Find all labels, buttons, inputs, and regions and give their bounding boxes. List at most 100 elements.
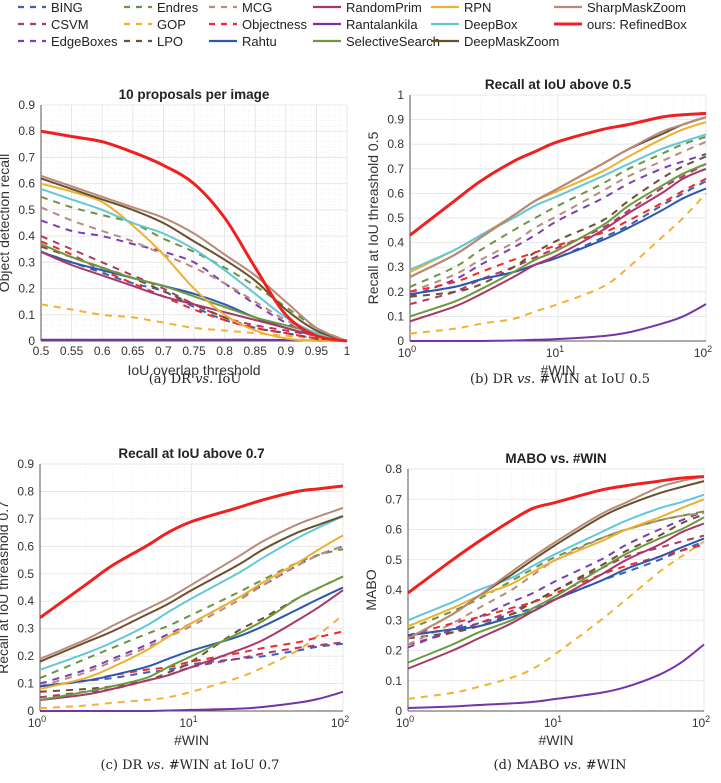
- chart-title: 10 proposals per image: [119, 87, 270, 102]
- y-tick-label: 0.5: [387, 211, 404, 225]
- y-tick-label: 0.7: [387, 162, 404, 176]
- series-line-bing: [409, 180, 707, 296]
- chart-title: MABO vs. #WIN: [505, 451, 606, 466]
- y-tick-label: 0: [395, 704, 402, 718]
- legend-item: SelectiveSearch: [312, 33, 440, 49]
- y-tick-label: 0.5: [18, 203, 35, 217]
- legend-label: RPN: [464, 0, 492, 15]
- series-line-rahtu: [39, 586, 344, 688]
- y-tick-label: 0.8: [385, 462, 402, 476]
- caption-a-rest: IoU: [213, 372, 242, 387]
- series-line-ours-refinedbox: [40, 129, 348, 343]
- x-tick-label: 102: [692, 714, 710, 730]
- legend-label: RandomPrim: [346, 0, 422, 15]
- series-line-deepbox: [407, 493, 705, 622]
- series-line-deepmaskzoom: [39, 515, 344, 663]
- y-tick-label: 0.9: [387, 113, 404, 127]
- y-tick-label: 0.1: [385, 674, 402, 688]
- series-line-selectivesearch: [39, 575, 344, 701]
- y-tick-label: 0.2: [18, 282, 35, 296]
- legend-item: Objectness: [208, 16, 307, 32]
- y-tick-label: 0.7: [17, 512, 34, 526]
- legend-swatch: [18, 5, 46, 9]
- y-tick-label: 0: [397, 334, 404, 348]
- x-tick-exponent: 0: [409, 714, 414, 724]
- legend-swatch: [124, 39, 152, 43]
- legend-swatch: [209, 5, 237, 9]
- x-tick-exponent: 2: [707, 344, 712, 354]
- y-axis-label: Recall at IoU threashold 0.5: [365, 131, 381, 304]
- x-axis-label: #WIN: [174, 732, 209, 748]
- series-line-sharpmaskzoom: [40, 174, 348, 342]
- legend-item: RPN: [430, 0, 491, 15]
- legend-swatch: [124, 5, 152, 9]
- x-tick-label: 0.5: [33, 344, 50, 358]
- legend-swatch: [554, 22, 582, 26]
- y-tick-label: 0.3: [18, 255, 35, 269]
- legend-item: DeepMaskZoom: [430, 33, 559, 49]
- y-tick-label: 0.7: [18, 150, 35, 164]
- legend-label: ours: RefinedBox: [587, 16, 687, 32]
- y-tick-label: 0.9: [17, 457, 34, 471]
- legend-swatch: [313, 5, 341, 9]
- series-line-endres: [39, 548, 344, 680]
- y-tick-label: 0.8: [18, 124, 35, 138]
- series-line-deepmaskzoom: [40, 177, 348, 342]
- legend-item: BING: [17, 0, 83, 15]
- legend-item: GOP: [123, 16, 186, 32]
- series-line-endres: [409, 135, 707, 288]
- legend-item: SharpMaskZoom: [553, 0, 686, 15]
- legend-label: Rantalankila: [346, 16, 418, 32]
- legend-item: CSVM: [17, 16, 89, 32]
- chart-title: Recall at IoU above 0.5: [485, 77, 632, 92]
- series-line-objectness: [409, 177, 707, 293]
- y-tick-label: 0: [28, 334, 35, 348]
- series-line-endres: [40, 195, 348, 342]
- x-tick-label: 102: [331, 714, 349, 730]
- series-line-rpn: [40, 182, 348, 343]
- legend-swatch: [313, 39, 341, 43]
- y-tick-label: 0.2: [385, 644, 402, 658]
- series-line-endres: [407, 510, 705, 631]
- x-tick-label: 0.75: [182, 344, 206, 358]
- legend-label: Rahtu: [242, 33, 277, 49]
- y-tick-label: 0.4: [17, 594, 34, 608]
- series-line-bing: [40, 250, 348, 342]
- series-line-csvm: [40, 235, 348, 342]
- caption-a-vs: vs.: [195, 372, 214, 387]
- y-axis-label: Object detection recall: [0, 154, 12, 293]
- legend-label: GOP: [157, 16, 186, 32]
- x-tick-label: 101: [179, 714, 197, 730]
- series-line-mcg: [40, 206, 348, 342]
- y-tick-label: 0.3: [17, 622, 34, 636]
- caption-d-label: (d) MABO: [493, 758, 564, 773]
- y-tick-label: 0.5: [385, 553, 402, 567]
- caption-b: (b) DR vs. #WIN at IoU 0.5: [405, 372, 715, 387]
- x-tick-label: 100: [396, 714, 414, 730]
- x-tick-exponent: 0: [411, 344, 416, 354]
- legend-item: MCG: [208, 0, 272, 15]
- x-tick-label: 100: [398, 344, 416, 360]
- legend-label: DeepBox: [464, 16, 518, 32]
- caption-c-vs: vs.: [146, 758, 165, 773]
- x-tick-label: 0.6: [94, 344, 111, 358]
- y-tick-label: 0.4: [18, 229, 35, 243]
- x-tick-exponent: 1: [559, 344, 564, 354]
- x-tick-label: 102: [694, 344, 712, 360]
- x-tick-exponent: 1: [557, 714, 562, 724]
- legend-swatch: [554, 5, 582, 9]
- series-line-selectivesearch: [409, 162, 707, 318]
- y-tick-label: 0.6: [387, 186, 404, 200]
- legend-swatch: [209, 22, 237, 26]
- x-tick-label: 0.65: [121, 344, 145, 358]
- series-line-rpn: [39, 534, 344, 690]
- legend-swatch: [313, 22, 341, 26]
- x-axis-label: IoU overlap threshold: [127, 362, 260, 378]
- series-line-selectivesearch: [407, 516, 705, 664]
- y-tick-label: 0.9: [18, 98, 35, 112]
- series-line-edgeboxes: [39, 545, 344, 685]
- y-tick-label: 0.3: [387, 260, 404, 274]
- series-line-randomprim: [407, 522, 705, 670]
